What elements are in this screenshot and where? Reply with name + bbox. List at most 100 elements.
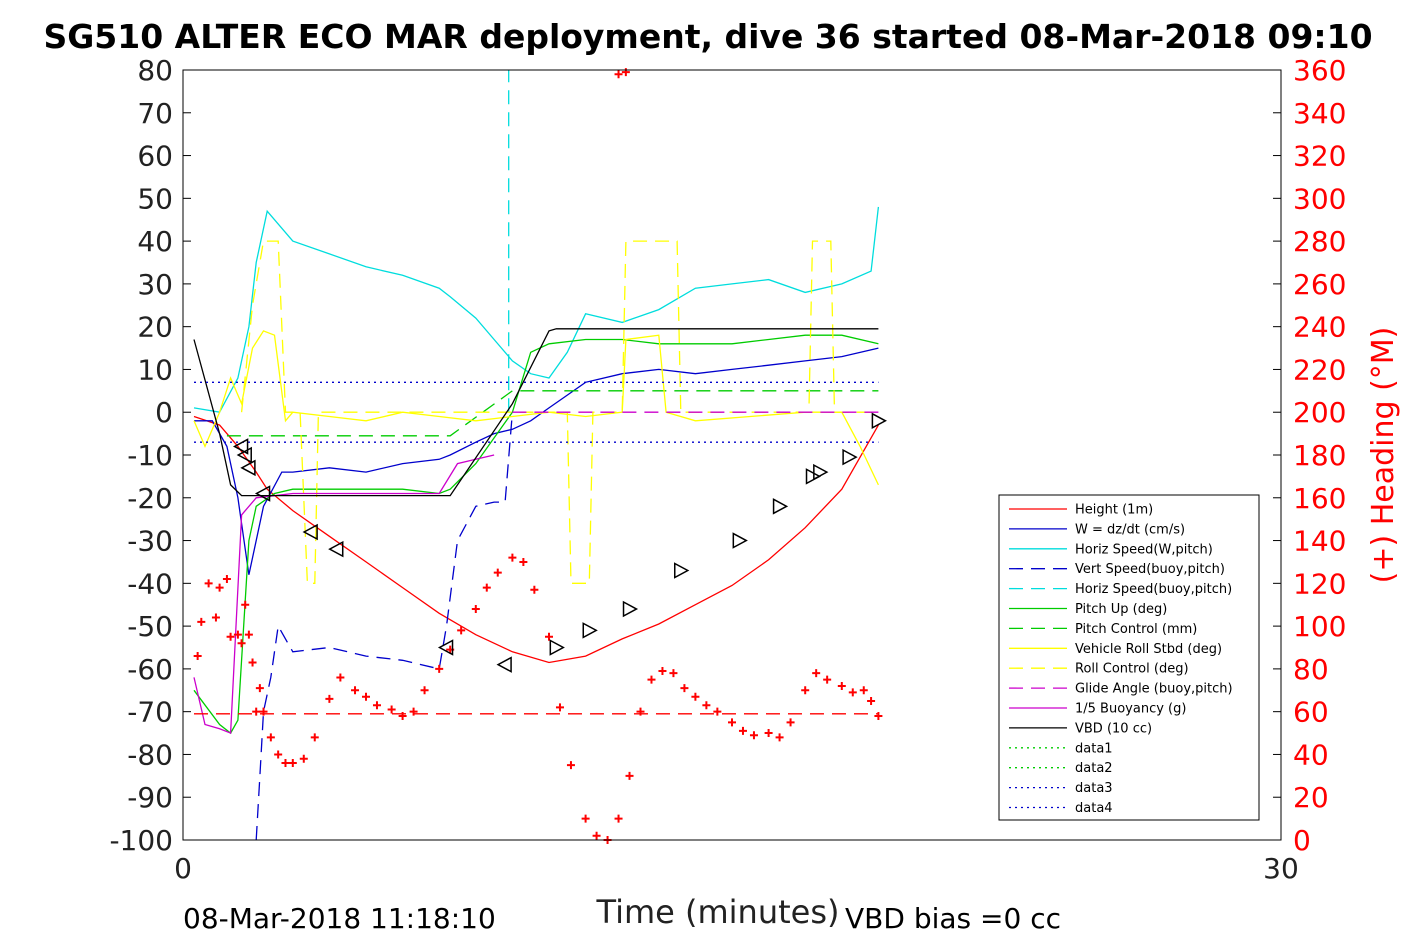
y-tick-label-11: -30 <box>127 525 173 558</box>
heading-point-19 <box>299 754 308 763</box>
vbd-marker-17 <box>871 412 887 430</box>
heading-point-60 <box>786 718 795 727</box>
y2-tick-label-18: 0 <box>1293 824 1311 857</box>
heading-point-17 <box>281 759 290 767</box>
vbd-marker-16 <box>842 448 858 466</box>
heading-point-54 <box>713 707 722 716</box>
heading-point-63 <box>823 675 832 684</box>
heading-point-35 <box>493 568 502 577</box>
y2-tick-label-8: 200 <box>1293 396 1346 429</box>
chart-title: SG510 ALTER ECO MAR deployment, dive 36 … <box>43 17 1372 56</box>
vbd-marker-4 <box>302 523 318 541</box>
heading-point-6 <box>226 632 235 641</box>
series-line-1 <box>194 347 879 575</box>
legend-entry-9: Glide Angle (buoy,pitch) <box>1009 682 1233 697</box>
series-line-7 <box>193 330 879 486</box>
y2-tick-label-17: 20 <box>1293 781 1329 814</box>
heading-point-4 <box>215 583 224 592</box>
vbd-marker-1 <box>236 446 252 464</box>
y-tick-label-12: -40 <box>127 567 173 600</box>
legend-entry-4: Horiz Speed(buoy,pitch) <box>1009 582 1232 597</box>
heading-point-12 <box>252 707 261 716</box>
vbd-marker-9 <box>582 622 598 639</box>
y-tick-label-9: -10 <box>127 439 173 472</box>
legend-label-8: Roll Control (deg) <box>1075 662 1189 677</box>
y-tick-label-0: 80 <box>137 54 173 87</box>
heading-point-33 <box>471 605 480 613</box>
legend-entry-3: Vert Speed(buoy,pitch) <box>1009 562 1225 577</box>
heading-point-51 <box>680 684 689 693</box>
heading-point-7 <box>233 630 242 639</box>
vbd-marker-2 <box>240 459 256 477</box>
heading-point-68 <box>874 711 883 720</box>
y2-tick-label-12: 120 <box>1293 567 1346 600</box>
y-tick-label-1: 70 <box>137 97 173 130</box>
y2-tick-label-14: 80 <box>1293 653 1329 686</box>
heading-point-36 <box>508 553 517 562</box>
x-axis-label: Time (minutes) <box>596 893 840 931</box>
legend-label-0: Height (1m) <box>1075 503 1153 518</box>
legend-entry-8: Roll Control (deg) <box>1009 662 1189 677</box>
heading-point-15 <box>266 733 275 742</box>
legend-label-14: data3 <box>1075 781 1113 796</box>
legend-label-7: Vehicle Roll Stbd (deg) <box>1075 642 1222 657</box>
y-tick-label-5: 30 <box>137 268 173 301</box>
heading-point-67 <box>867 696 876 705</box>
legend-label-1: W = dz/dt (cm/s) <box>1075 522 1185 537</box>
y2-tick-label-0: 360 <box>1293 54 1346 87</box>
left-axis-ticks: 80 70 60 50 40 30 20 10 0 -10 -20 -30 -40 -50 -60 -70 -8… <box>109 54 191 857</box>
series-line-5 <box>193 334 879 735</box>
y2-tick-label-3: 300 <box>1293 182 1346 215</box>
heading-point-46 <box>625 771 634 780</box>
heading-point-1 <box>197 617 206 626</box>
vbd-marker-6 <box>437 639 454 656</box>
heading-point-55 <box>728 718 736 727</box>
legend-entry-1: W = dz/dt (cm/s) <box>1009 522 1185 537</box>
heading-point-57 <box>749 731 758 740</box>
heading-point-21 <box>325 694 334 703</box>
heading-point-9 <box>241 600 250 609</box>
heading-point-48 <box>647 675 656 684</box>
heading-point-52 <box>691 692 700 701</box>
heading-point-27 <box>398 711 407 720</box>
legend-label-2: Horiz Speed(W,pitch) <box>1075 542 1213 557</box>
heading-point-24 <box>362 692 370 701</box>
vbd-marker-12 <box>732 532 748 549</box>
heading-point-25 <box>372 701 381 710</box>
y2-tick-label-1: 340 <box>1293 97 1346 130</box>
legend-label-11: VBD (10 cc) <box>1075 721 1152 736</box>
y-tick-label-18: -100 <box>109 824 173 857</box>
plot-area <box>193 68 887 844</box>
heading-point-29 <box>420 686 429 695</box>
heading-point-23 <box>351 686 360 695</box>
heading-point-49 <box>658 667 667 676</box>
heading-point-66 <box>859 686 868 695</box>
footer-vbd-bias: VBD bias =0 cc <box>845 902 1061 935</box>
legend-label-15: data4 <box>1075 801 1113 816</box>
heading-point-39 <box>545 632 553 641</box>
right-axis-ticks: 3603403203002802602402202001801601401201… <box>1273 54 1346 857</box>
y-tick-label-6: 20 <box>137 311 173 344</box>
vbd-marker-0 <box>232 438 249 455</box>
x-tick-label-0: 0 <box>174 852 192 885</box>
y2-tick-label-11: 140 <box>1293 525 1346 558</box>
heading-point-34 <box>482 583 491 592</box>
y2-tick-label-2: 320 <box>1293 140 1346 173</box>
heading-point-11 <box>248 658 257 667</box>
y-tick-label-2: 60 <box>137 140 173 173</box>
heading-point-62 <box>812 669 821 678</box>
heading-point-14 <box>259 707 268 716</box>
footer-timestamp: 08-Mar-2018 11:18:10 <box>183 902 496 935</box>
series-line-2 <box>193 206 880 413</box>
y-tick-label-7: 10 <box>137 353 173 386</box>
heading-point-30 <box>435 664 444 673</box>
heading-point-18 <box>288 759 297 767</box>
y2-tick-label-6: 240 <box>1293 311 1346 344</box>
vbd-marker-10 <box>622 600 639 618</box>
y2-tick-label-16: 40 <box>1293 738 1329 771</box>
legend-label-10: 1/5 Buoyancy (g) <box>1075 702 1186 717</box>
heading-point-43 <box>592 831 601 840</box>
y2-tick-label-10: 160 <box>1293 482 1346 515</box>
vbd-marker-11 <box>674 562 690 579</box>
